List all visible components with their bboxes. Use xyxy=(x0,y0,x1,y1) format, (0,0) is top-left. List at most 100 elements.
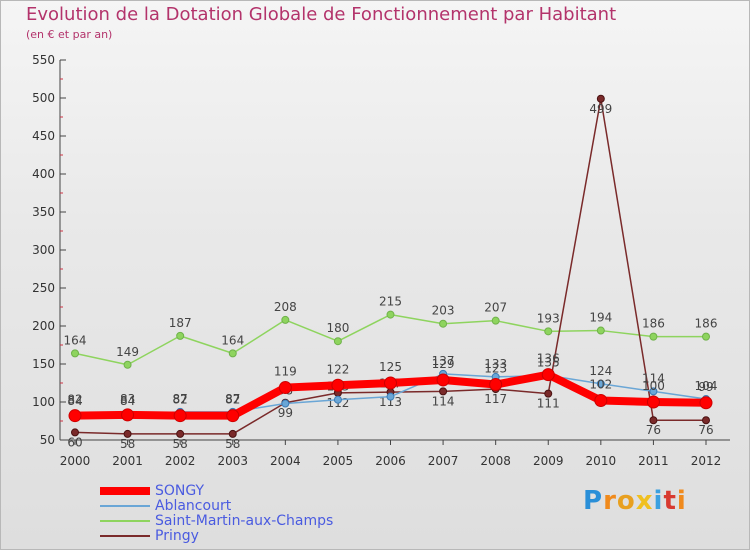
x-tick-label: 2002 xyxy=(165,454,196,468)
data-point-songy xyxy=(594,393,608,407)
chart-title: Evolution de la Dotation Globale de Fonc… xyxy=(26,4,617,25)
data-point-ablancourt xyxy=(281,399,290,408)
y-tick-label: 300 xyxy=(32,243,55,257)
logo-letter: t xyxy=(663,486,677,516)
data-point-saint-martin-aux-champs xyxy=(228,349,237,358)
data-label-saint-martin-aux-champs: 193 xyxy=(537,311,560,325)
data-label-pringy: 76 xyxy=(646,423,661,437)
data-point-saint-martin-aux-champs xyxy=(71,349,79,358)
data-point-songy xyxy=(489,378,503,392)
data-point-songy xyxy=(384,376,397,390)
data-label-saint-martin-aux-champs: 164 xyxy=(64,333,87,347)
data-label-songy: 119 xyxy=(274,365,297,379)
data-point-ablancourt xyxy=(649,387,658,396)
data-label-pringy: 113 xyxy=(379,395,402,409)
data-point-ablancourt xyxy=(333,395,342,404)
data-label-saint-martin-aux-champs: 187 xyxy=(169,316,192,330)
y-tick-label: 250 xyxy=(32,281,55,295)
data-label-songy: 125 xyxy=(379,360,402,374)
data-label-pringy: 117 xyxy=(484,392,507,406)
data-label-pringy: 76 xyxy=(698,423,713,437)
data-label-saint-martin-aux-champs: 149 xyxy=(116,345,139,359)
data-label-songy: 102 xyxy=(589,377,612,391)
data-point-pringy xyxy=(228,429,237,438)
data-point-pringy xyxy=(176,429,185,438)
data-label-saint-martin-aux-champs: 186 xyxy=(642,317,665,331)
y-tick-label: 550 xyxy=(32,53,55,67)
x-tick-label: 2006 xyxy=(375,454,406,468)
data-label-songy: 83 xyxy=(120,392,135,406)
data-point-pringy xyxy=(544,389,553,398)
data-label-ablancourt: 84 xyxy=(120,394,135,408)
y-tick-label: 450 xyxy=(32,129,55,143)
data-point-songy xyxy=(646,395,660,409)
data-label-saint-martin-aux-champs: 180 xyxy=(326,321,349,335)
data-label-saint-martin-aux-champs: 203 xyxy=(432,304,455,318)
data-label-ablancourt: 137 xyxy=(432,354,455,368)
data-point-pringy xyxy=(702,416,710,425)
data-point-songy xyxy=(541,368,555,382)
legend-swatch xyxy=(100,505,150,507)
data-label-saint-martin-aux-champs: 208 xyxy=(274,300,297,314)
data-label-pringy: 114 xyxy=(432,394,455,408)
x-tick-label: 2007 xyxy=(428,454,459,468)
data-label-pringy: 99 xyxy=(278,406,293,420)
logo-letter: P xyxy=(583,486,604,516)
data-point-songy xyxy=(226,409,240,423)
x-tick-label: 2012 xyxy=(691,454,722,468)
data-point-saint-martin-aux-champs xyxy=(491,316,500,325)
logo-letter: i xyxy=(653,486,664,516)
data-label-songy: 136 xyxy=(537,352,560,366)
data-point-songy xyxy=(278,381,292,395)
data-label-pringy: 60 xyxy=(67,435,82,449)
data-label-saint-martin-aux-champs: 207 xyxy=(484,301,507,315)
data-label-ablancourt: 104 xyxy=(695,379,718,393)
data-label-songy: 123 xyxy=(484,362,507,376)
x-tick-label: 2001 xyxy=(112,454,143,468)
data-label-ablancourt: 114 xyxy=(642,371,665,385)
data-label-songy: 82 xyxy=(173,393,188,407)
data-label-pringy: 58 xyxy=(173,437,188,451)
y-tick-label: 50 xyxy=(40,433,55,447)
x-tick-label: 2003 xyxy=(217,454,248,468)
logo-letter: i xyxy=(676,486,687,516)
proxiti-logo: Proxiti xyxy=(583,486,687,516)
data-point-songy xyxy=(699,396,713,410)
legend-item-saint-martin-aux-champs: Saint-Martin-aux-Champs xyxy=(100,513,400,529)
data-point-saint-martin-aux-champs xyxy=(176,331,185,340)
data-point-saint-martin-aux-champs xyxy=(544,327,553,336)
x-tick-label: 2000 xyxy=(60,454,91,468)
legend-swatch xyxy=(100,487,150,495)
legend-item-songy: SONGY xyxy=(100,483,400,499)
data-label-ablancourt: 124 xyxy=(589,364,612,378)
chart-legend: SONGY Ablancourt Saint-Martin-aux-Champs Pr… xyxy=(100,483,400,544)
data-point-songy xyxy=(331,378,345,392)
x-tick-label: 2011 xyxy=(638,454,669,468)
legend-swatch xyxy=(100,520,150,522)
x-tick-label: 2009 xyxy=(533,454,564,468)
data-label-saint-martin-aux-champs: 186 xyxy=(695,317,718,331)
data-point-songy xyxy=(436,373,450,387)
data-point-saint-martin-aux-champs xyxy=(439,319,448,328)
data-point-saint-martin-aux-champs xyxy=(281,315,290,324)
data-point-saint-martin-aux-champs xyxy=(386,310,395,319)
series-saint-martin-aux-champs: 164 149 187 164 208 180 215 203 207 193 194 186 186 xyxy=(64,295,718,369)
x-tick-label: 2008 xyxy=(480,454,511,468)
data-label-songy: 82 xyxy=(67,393,82,407)
legend-label: Saint-Martin-aux-Champs xyxy=(155,513,334,529)
data-label-songy: 122 xyxy=(326,362,349,376)
data-point-songy xyxy=(121,408,135,422)
data-point-pringy xyxy=(439,387,448,396)
data-label-songy: 100 xyxy=(642,379,665,393)
y-tick-label: 400 xyxy=(32,167,55,181)
data-label-ablancourt: 133 xyxy=(484,357,507,371)
data-point-pringy xyxy=(596,94,605,103)
data-label-songy: 129 xyxy=(432,357,455,371)
legend-label: Ablancourt xyxy=(155,498,232,514)
logo-letter: x xyxy=(635,486,654,516)
data-point-pringy xyxy=(71,428,79,437)
y-tick-label: 200 xyxy=(32,319,55,333)
data-label-pringy: 58 xyxy=(225,437,240,451)
data-label-ablancourt: 87 xyxy=(173,392,188,406)
